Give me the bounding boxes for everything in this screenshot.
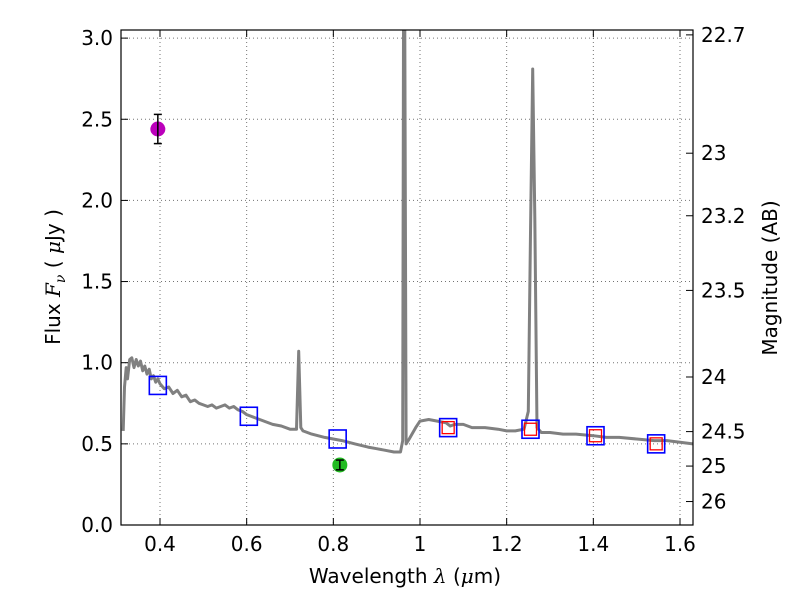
observed-box-marker — [523, 422, 538, 436]
y-tick-label: 1.0 — [81, 351, 113, 375]
model-box-marker — [148, 375, 168, 396]
y-tick-label: 2.0 — [81, 188, 113, 212]
y2-tick-label: 24 — [701, 365, 726, 389]
plot-content — [121, 30, 693, 454]
y-axis-label: Flux Fν ( μJy ) — [41, 209, 69, 345]
x-tick-label: 1.2 — [491, 532, 523, 556]
y-tick-label: 0.0 — [81, 513, 113, 537]
y2-tick-label: 22.7 — [701, 23, 746, 47]
y-tick-label: 1.5 — [81, 270, 113, 294]
observed-box-marker — [649, 437, 663, 451]
y2-tick-label: 24.5 — [701, 420, 746, 444]
model-box-marker — [239, 406, 259, 427]
model-box-marker — [646, 434, 666, 454]
y-tick-label: 0.5 — [81, 432, 113, 456]
y2-tick-label: 26 — [701, 490, 726, 514]
x-tick-label: 1 — [414, 532, 427, 556]
x-axis-label: Wavelength λ (μm) — [309, 564, 501, 588]
model-box-marker — [328, 429, 347, 449]
marker-layer — [148, 113, 666, 473]
x-tick-label: 0.8 — [317, 532, 349, 556]
observed-box-marker — [441, 420, 455, 435]
plot-frame — [120, 29, 694, 526]
observed-box-marker — [588, 429, 603, 443]
y-tick-label: 2.5 — [81, 107, 113, 131]
x-tick-label: 1.6 — [664, 532, 696, 556]
model-box-marker — [521, 419, 540, 440]
model-box-marker — [586, 425, 605, 446]
x-tick-label: 0.4 — [144, 532, 176, 556]
y2-tick-label: 23.2 — [701, 204, 746, 228]
ticks: 0.4 0.6 0.8 1 1.2 1.4 1.6 0.0 0.5 1.0 1.5 2.0 2.5 3.0… — [81, 23, 745, 556]
spectrum-line — [121, 30, 693, 454]
y2-tick-label: 23.5 — [701, 278, 746, 302]
y-tick-label: 3.0 — [81, 26, 113, 50]
x-tick-label: 0.6 — [231, 532, 263, 556]
model-box-marker — [438, 417, 458, 438]
y2-axis-label: Magnitude (AB) — [758, 200, 782, 355]
y2-tick-label: 23 — [701, 141, 726, 165]
x-tick-label: 1.4 — [577, 532, 609, 556]
y2-tick-label: 25 — [701, 454, 726, 478]
series-layer — [121, 30, 693, 454]
